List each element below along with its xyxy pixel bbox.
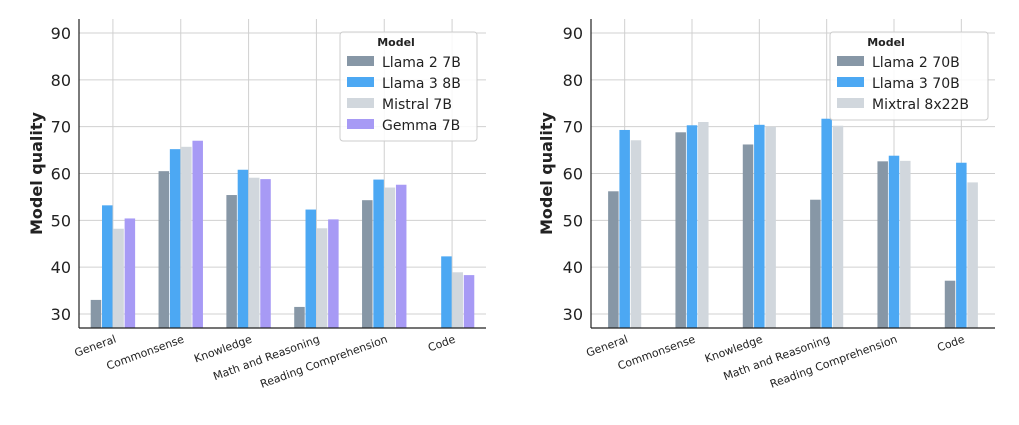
bar-llama-3-70b-reading-comprehension: [888, 155, 900, 328]
bar-llama-2-7b-reading-comprehension: [362, 200, 373, 328]
y-tick-label: 40: [563, 258, 583, 277]
bar-mistral-7b-code: [452, 272, 463, 328]
bar-mixtral-8x22b-knowledge: [765, 126, 776, 328]
legend-label: Llama 2 70B: [872, 55, 960, 71]
y-tick-label: 60: [51, 165, 71, 184]
legend-label: Llama 2 7B: [382, 55, 461, 71]
x-tick-label: Code: [426, 333, 457, 355]
legend-swatch: [347, 98, 374, 108]
bar-llama-2-70b-commonsense: [675, 132, 686, 328]
bar-mistral-7b-commonsense: [181, 146, 192, 328]
y-tick-label: 50: [51, 211, 71, 230]
bar-gemma-7b-general: [124, 218, 136, 328]
x-tick-label: General: [73, 333, 118, 360]
legend-title: Model: [867, 36, 905, 49]
bar-llama-2-70b-math-and-reasoning: [810, 199, 821, 328]
x-tick-label: Reading Comprehension: [768, 333, 899, 391]
bar-llama-3-70b-knowledge: [754, 124, 765, 329]
y-tick-label: 60: [563, 165, 583, 184]
bar-llama-3-70b-code: [956, 162, 967, 328]
y-tick-label: 80: [563, 71, 583, 90]
y-tick-label: 90: [51, 24, 71, 43]
legend-swatch: [347, 56, 374, 66]
legend-swatch: [347, 77, 374, 87]
bar-mistral-7b-knowledge: [248, 177, 260, 328]
bar-llama-3-70b-general: [619, 129, 630, 328]
y-tick-label: 50: [563, 211, 583, 230]
bar-llama-2-70b-reading-comprehension: [877, 161, 888, 328]
bar-gemma-7b-math-and-reasoning: [328, 219, 339, 328]
legend-label: Llama 3 70B: [872, 76, 960, 92]
legend-swatch: [347, 119, 374, 129]
y-axis-label: Model quality: [27, 111, 46, 235]
y-tick-label: 30: [51, 305, 71, 324]
bar-mistral-7b-reading-comprehension: [384, 187, 396, 328]
legend-box: [829, 31, 989, 121]
bar-llama-2-70b-code: [944, 280, 956, 328]
bar-llama-3-8b-commonsense: [169, 149, 181, 328]
bar-llama-2-70b-knowledge: [742, 144, 754, 328]
y-tick-label: 40: [51, 258, 71, 277]
bar-llama-2-7b-commonsense: [158, 171, 170, 328]
bar-mixtral-8x22b-general: [630, 140, 642, 328]
x-tick-label: Reading Comprehension: [258, 333, 389, 391]
legend-label: Mistral 7B: [382, 97, 452, 113]
bar-gemma-7b-code: [463, 275, 475, 328]
bar-llama-3-70b-commonsense: [686, 125, 698, 328]
bar-mixtral-8x22b-commonsense: [698, 122, 709, 328]
x-tick-label: Commonsense: [616, 333, 697, 373]
bar-mixtral-8x22b-code: [967, 182, 978, 328]
x-tick-label: Code: [935, 333, 966, 355]
bar-gemma-7b-commonsense: [192, 140, 203, 328]
bar-mistral-7b-general: [113, 228, 124, 328]
bar-llama-3-8b-knowledge: [237, 169, 249, 328]
y-tick-label: 70: [563, 118, 583, 137]
y-tick-label: 80: [51, 71, 71, 90]
bar-llama-2-7b-general: [90, 299, 102, 328]
legend-swatch: [837, 56, 864, 66]
legend-label: Mixtral 8x22B: [872, 97, 969, 113]
bar-llama-3-8b-code: [441, 256, 452, 328]
bar-mixtral-8x22b-math-and-reasoning: [832, 125, 844, 328]
x-tick-label: General: [585, 333, 630, 360]
bar-llama-3-8b-math-and-reasoning: [305, 209, 317, 328]
legend-swatch: [837, 77, 864, 87]
legend-label: Gemma 7B: [382, 118, 460, 134]
legend-swatch: [837, 98, 864, 108]
legend-box: [339, 31, 478, 142]
bar-gemma-7b-reading-comprehension: [395, 184, 407, 328]
y-tick-label: 70: [51, 118, 71, 137]
legend-title: Model: [377, 36, 415, 49]
bar-llama-2-7b-knowledge: [226, 195, 237, 328]
y-tick-label: 30: [563, 305, 583, 324]
bar-gemma-7b-knowledge: [260, 179, 271, 328]
bar-mistral-7b-math-and-reasoning: [316, 228, 328, 328]
x-tick-label: Commonsense: [105, 333, 186, 373]
bar-llama-2-7b-math-and-reasoning: [294, 306, 305, 328]
y-tick-label: 90: [563, 24, 583, 43]
legend: Model Llama 2 70B Llama 3 70B Mixtral 8x22B: [829, 31, 989, 121]
y-axis-label: Model quality: [537, 111, 556, 235]
legend-label: Llama 3 8B: [382, 76, 461, 92]
bar-llama-2-70b-general: [608, 191, 619, 328]
legend: Model Llama 2 7B Llama 3 8B Mistral 7B Gemma…: [339, 31, 478, 142]
bar-mixtral-8x22b-reading-comprehension: [900, 160, 911, 328]
bar-llama-3-8b-reading-comprehension: [373, 179, 384, 328]
bar-llama-3-70b-math-and-reasoning: [821, 118, 832, 329]
bar-llama-3-8b-general: [102, 205, 113, 328]
